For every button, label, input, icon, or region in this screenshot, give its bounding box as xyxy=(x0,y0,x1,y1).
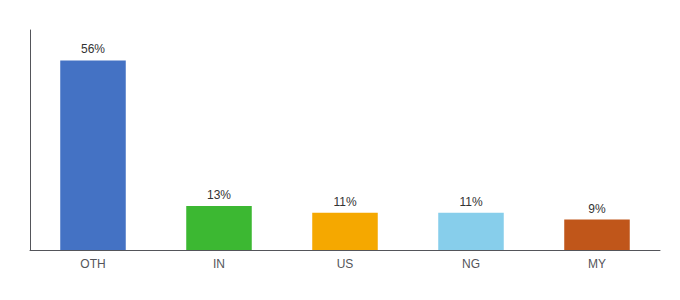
svg-text:IN: IN xyxy=(213,257,225,271)
svg-text:9%: 9% xyxy=(588,202,606,216)
svg-text:MY: MY xyxy=(588,257,606,271)
svg-text:11%: 11% xyxy=(459,195,482,209)
svg-text:13%: 13% xyxy=(207,188,231,202)
svg-text:OTH: OTH xyxy=(80,257,105,271)
svg-text:US: US xyxy=(337,257,354,271)
svg-text:NG: NG xyxy=(462,257,480,271)
svg-text:56%: 56% xyxy=(81,42,105,56)
svg-text:11%: 11% xyxy=(333,195,356,209)
